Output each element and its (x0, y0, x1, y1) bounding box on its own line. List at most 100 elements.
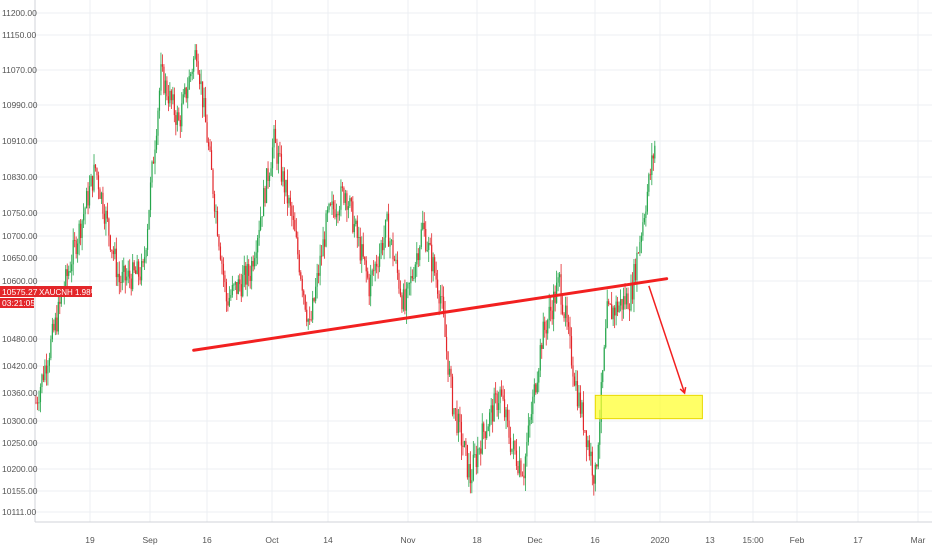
candle-body (218, 235, 220, 247)
candle (431, 233, 433, 283)
candle-body (545, 329, 547, 334)
candle-body (408, 283, 410, 285)
time-axis[interactable]: 19 Sep 16 Oct 14 Nov 18 Dec 16 2020 13 15:00 Feb 17 Ma… (35, 521, 932, 545)
candle-body (651, 155, 653, 176)
candle-body (54, 317, 56, 331)
candle (622, 287, 625, 319)
candle-body (209, 146, 211, 151)
time-tick-label: 19 (85, 535, 95, 545)
candle (469, 451, 471, 494)
candle-body (143, 257, 146, 263)
candle (505, 407, 507, 429)
candle (306, 301, 308, 327)
candle (506, 404, 509, 428)
candle-body (487, 426, 489, 432)
candle-body (634, 263, 637, 281)
candle (127, 260, 129, 284)
trendline[interactable] (192, 277, 669, 352)
candle (560, 264, 562, 315)
candle-body (255, 252, 257, 259)
price-axis[interactable]: 11200.00 11150.00 11070.00 10990.00 10910.00… (2, 0, 38, 522)
candle-body (96, 168, 98, 176)
candle-body (309, 319, 311, 321)
candle-body (173, 94, 175, 116)
candle-body (203, 98, 205, 108)
candle-body (618, 305, 620, 312)
candle-body (359, 237, 361, 261)
candle-body (484, 431, 486, 439)
candle (108, 217, 110, 247)
candle-body (228, 297, 230, 306)
support-zone[interactable] (594, 394, 703, 420)
price-tick-label: 10250.00 (2, 438, 38, 448)
candle (503, 389, 506, 421)
candle-body (118, 273, 120, 283)
candle-body (315, 286, 317, 301)
candle (243, 255, 245, 288)
candle (570, 327, 573, 369)
candle-body (75, 240, 77, 255)
candle (252, 255, 254, 272)
candle (349, 195, 351, 209)
candle-body (654, 145, 656, 159)
candle-body (334, 209, 336, 218)
time-tick-label: 15:00 (742, 535, 764, 545)
candle (520, 458, 522, 478)
candle (298, 249, 300, 276)
candle-body (85, 191, 88, 209)
price-tick-label: 10300.00 (2, 416, 38, 426)
candle (576, 370, 579, 411)
candle (39, 383, 42, 413)
candle (631, 272, 634, 304)
candle-body (358, 237, 360, 238)
candle-body (567, 322, 570, 327)
candle (313, 297, 315, 303)
candle-body (591, 451, 593, 476)
candle (181, 92, 183, 132)
candle-body (304, 295, 306, 310)
candle-body (282, 171, 284, 182)
candle (515, 439, 518, 470)
candle-body (649, 174, 651, 176)
candle-body (648, 174, 650, 192)
candle-body (448, 368, 451, 375)
time-tick-label: Mar (911, 535, 926, 545)
candle (389, 237, 391, 259)
candle (276, 138, 278, 171)
candle (279, 141, 281, 157)
candle (643, 213, 645, 225)
candle (176, 105, 178, 132)
candle (234, 281, 236, 291)
candle-body (74, 240, 76, 241)
candle-body (541, 345, 543, 349)
candle (451, 373, 454, 417)
candle-body (505, 409, 507, 418)
candle-body (164, 80, 167, 94)
candle (210, 141, 213, 171)
candle (530, 401, 532, 425)
candle (115, 237, 117, 286)
candle (444, 301, 446, 338)
candle (164, 73, 167, 106)
candle-body (148, 210, 150, 230)
countdown-badge-bg (0, 298, 34, 308)
candle (179, 115, 181, 138)
candle-body (109, 235, 111, 250)
candle (370, 264, 372, 307)
candle-body (492, 405, 494, 422)
candle-body (108, 218, 110, 236)
candle (498, 391, 500, 420)
drawing-layer[interactable] (192, 277, 703, 420)
candle (126, 268, 128, 286)
candle-body (321, 255, 323, 257)
candle (338, 205, 341, 221)
candle-body (39, 386, 42, 403)
candle-body (191, 71, 193, 74)
time-tick-label: 2020 (651, 535, 670, 545)
candle (493, 387, 495, 422)
projection-arrow[interactable] (648, 285, 686, 394)
candle-body (514, 440, 516, 451)
candle-body (617, 301, 619, 312)
